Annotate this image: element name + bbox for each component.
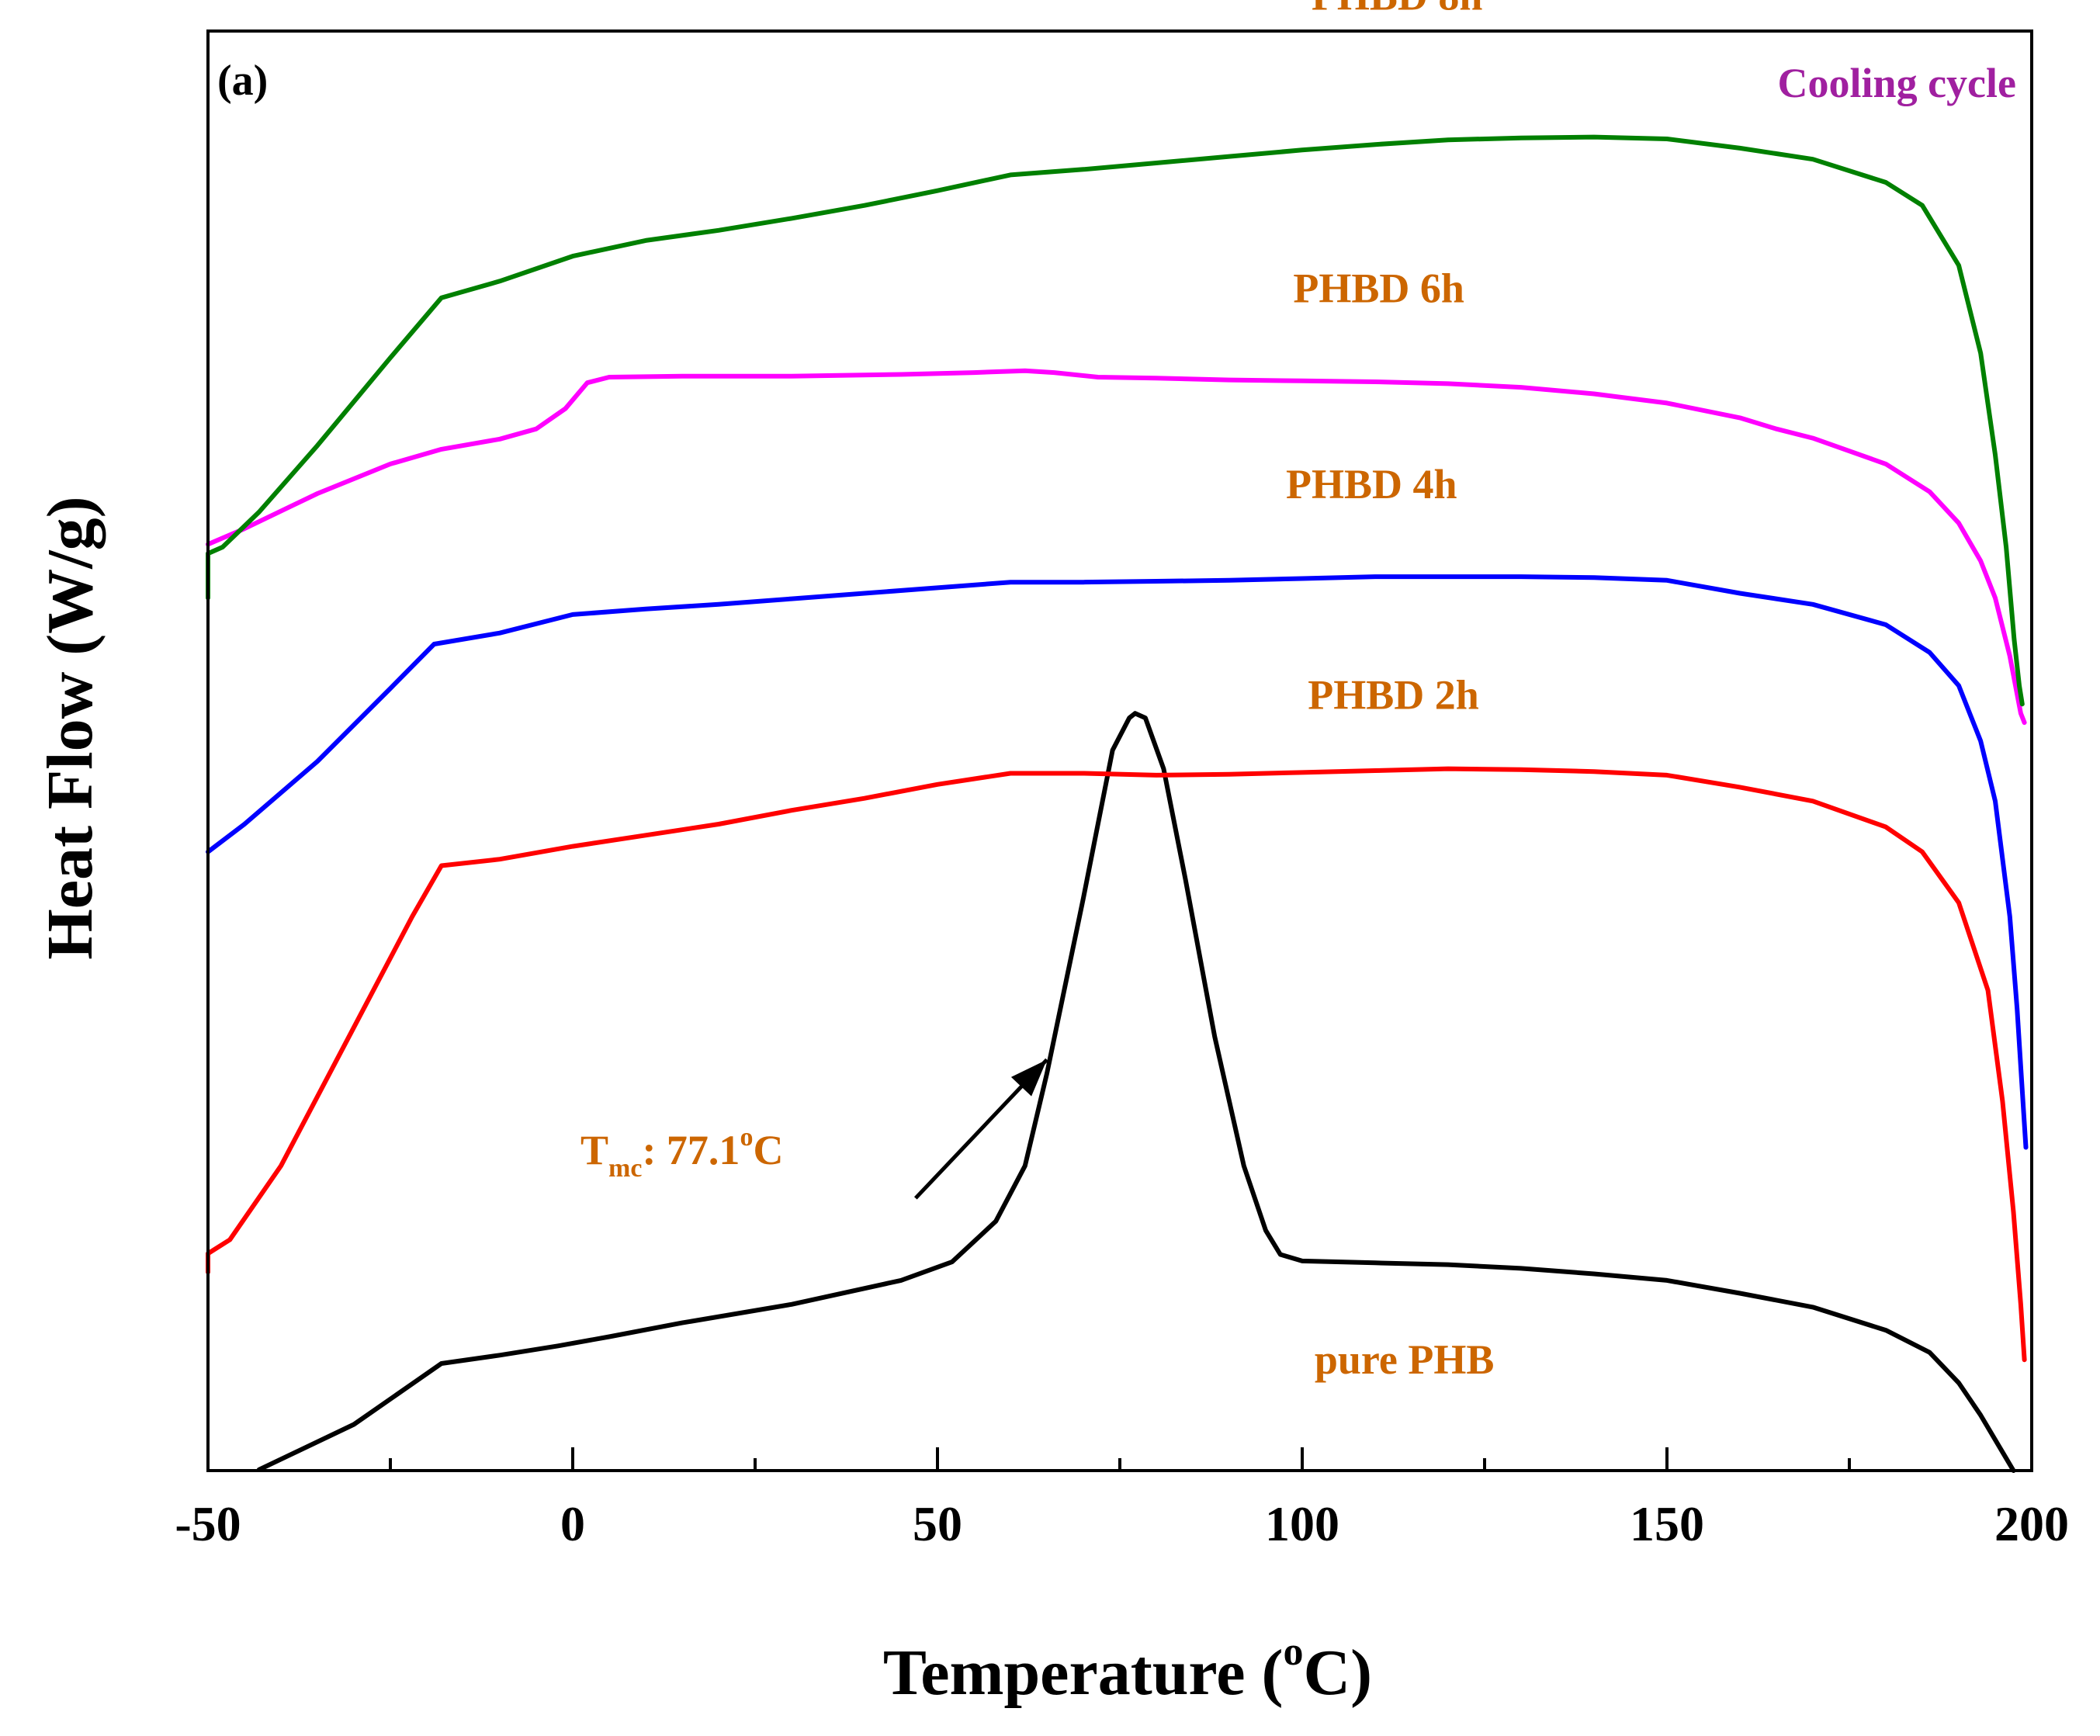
x-tick-label: 200 [1994, 1496, 2069, 1551]
series-label-phbd-2h: PHBD 2h [1308, 671, 1479, 718]
annotation-arrow-head [1010, 1059, 1047, 1097]
series-line-phbd-2h [206, 766, 2027, 1363]
series-line-phbd-4h [206, 574, 2029, 1150]
x-axis-title-suffix: C) [1303, 1637, 1372, 1709]
x-tick-label: 50 [913, 1496, 962, 1551]
panel-label: (a) [217, 57, 268, 105]
x-tick-label: -50 [175, 1496, 241, 1551]
y-axis-title: Heat Flow (W/g) [34, 496, 106, 959]
series-label-phbd-8h: PHBD 8h [1312, 0, 1483, 19]
series-label-phbd-4h: PHBD 4h [1286, 461, 1457, 508]
cooling-cycle-label: Cooling cycle [1778, 60, 2016, 106]
x-axis-title-prefix: Temperature ( [883, 1637, 1284, 1709]
series-label-pure-phb: pure PHB [1315, 1336, 1495, 1383]
tmc-annotation: Tmc: 77.1oC [580, 1123, 783, 1183]
x-axis-title-degree: o [1283, 1630, 1303, 1674]
x-tick-label: 100 [1265, 1496, 1339, 1551]
series-line-pure-phb [256, 711, 2016, 1473]
series-layer: pure PHB PHBD 2h PHBD 4h PHBD 6h PHBD 8h [206, 0, 2029, 1473]
series-line-phbd-6h [206, 368, 2027, 726]
annotation-layer: Tmc: 77.1oC [580, 1058, 1048, 1200]
x-tick-label: 0 [560, 1496, 585, 1551]
series-line-phbd-8h [206, 134, 2025, 707]
x-tick-label: 150 [1630, 1496, 1704, 1551]
series-label-phbd-6h: PHBD 6h [1293, 265, 1464, 312]
ticks-layer: -50 0 50 100 150 200 [175, 1447, 2069, 1551]
x-axis-title: Temperature (oC) [883, 1630, 1372, 1709]
